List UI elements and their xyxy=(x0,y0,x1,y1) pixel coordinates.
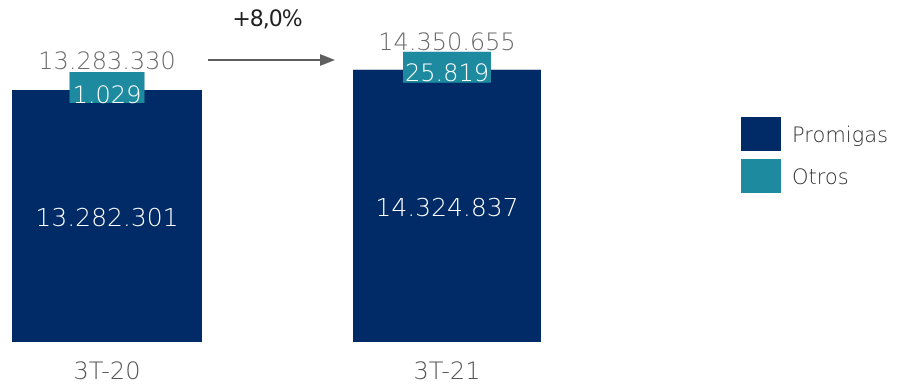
bar-promigas-3t-20 xyxy=(12,90,202,342)
x-tick-label-3t-20: 3T-20 xyxy=(74,357,141,385)
legend-swatch-promigas xyxy=(741,117,781,151)
bar-otros-3t-20 xyxy=(69,72,145,103)
value-label-promigas-3t-21: 14.324.837 xyxy=(375,193,518,222)
x-tick-label-3t-21: 3T-21 xyxy=(414,357,481,385)
growth-annotation: +8,0% xyxy=(232,7,301,32)
total-label-3t-21: 14.350.655 xyxy=(378,28,515,56)
total-label-3t-20: 13.283.330 xyxy=(38,47,175,75)
legend-label-promigas: Promigas xyxy=(792,123,888,147)
legend-label-otros: Otros xyxy=(792,165,849,189)
bar-otros-3t-21 xyxy=(403,51,491,83)
legend-swatch-otros xyxy=(741,159,781,193)
value-label-otros-3t-21: 25.819 xyxy=(405,59,489,87)
value-label-promigas-3t-20: 13.282.301 xyxy=(35,203,178,232)
bar-promigas-3t-21 xyxy=(353,69,541,342)
value-label-otros-3t-20: 1.029 xyxy=(73,81,142,109)
growth-arrow-head xyxy=(320,54,335,66)
